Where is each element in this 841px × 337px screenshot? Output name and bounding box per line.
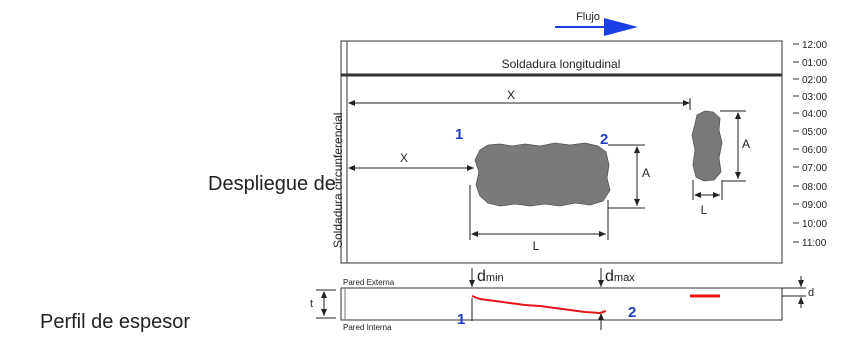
- longitudinal-weld-label: Soldadura longitudinal: [502, 57, 621, 71]
- circumferential-weld-label: Soldadura circunferencial: [331, 113, 345, 248]
- clock-label: 01:00: [802, 58, 827, 69]
- clock-label: 08:00: [802, 182, 827, 193]
- a-label-main: A: [642, 166, 650, 180]
- internal-wall-label: Pared Interna: [343, 323, 392, 332]
- clock-label: 09:00: [802, 200, 827, 211]
- clock-label: 12:00: [802, 40, 827, 51]
- unfold-label: Despliegue de: [208, 173, 336, 195]
- thickness-profile-label: Perfil de espesor: [40, 311, 191, 333]
- clock-label: 02:00: [802, 75, 827, 86]
- clock-label: 03:00: [802, 92, 827, 103]
- flow-label: Flujo: [576, 11, 600, 23]
- clock-label: 10:00: [802, 219, 827, 230]
- profile-point-2-label: 2: [628, 304, 636, 321]
- clock-label: 06:00: [802, 145, 827, 156]
- external-wall-label: Pared Externa: [343, 278, 395, 287]
- x-label-main: X: [400, 151, 408, 165]
- clock-label: 11:00: [802, 238, 827, 249]
- secondary-defect: [691, 110, 723, 182]
- flow-arrow: [555, 18, 638, 36]
- d-label: d: [808, 287, 814, 299]
- a-label-secondary: A: [742, 137, 750, 151]
- thickness-profile-line: [471, 295, 607, 315]
- l-label-main: L: [533, 239, 540, 253]
- point-1-label: 1: [455, 126, 463, 143]
- clock-scale: 12:00 01:00 02:00 03:00 04:00 05:00 06:0…: [793, 40, 827, 249]
- wall-profile-box: [340, 287, 783, 321]
- point-2-label: 2: [600, 131, 608, 148]
- d-min-label: dmin: [477, 268, 504, 285]
- main-defect: [474, 142, 611, 207]
- t-label: t: [310, 298, 313, 310]
- profile-point-1-label: 1: [457, 311, 465, 328]
- l-label-secondary: L: [701, 203, 708, 217]
- pipe-unfold-box: [340, 40, 783, 264]
- x-label-top: X: [507, 88, 515, 102]
- d-max-label: dmax: [605, 268, 635, 285]
- clock-label: 07:00: [802, 163, 827, 174]
- clock-label: 04:00: [802, 109, 827, 120]
- clock-label: 05:00: [802, 127, 827, 138]
